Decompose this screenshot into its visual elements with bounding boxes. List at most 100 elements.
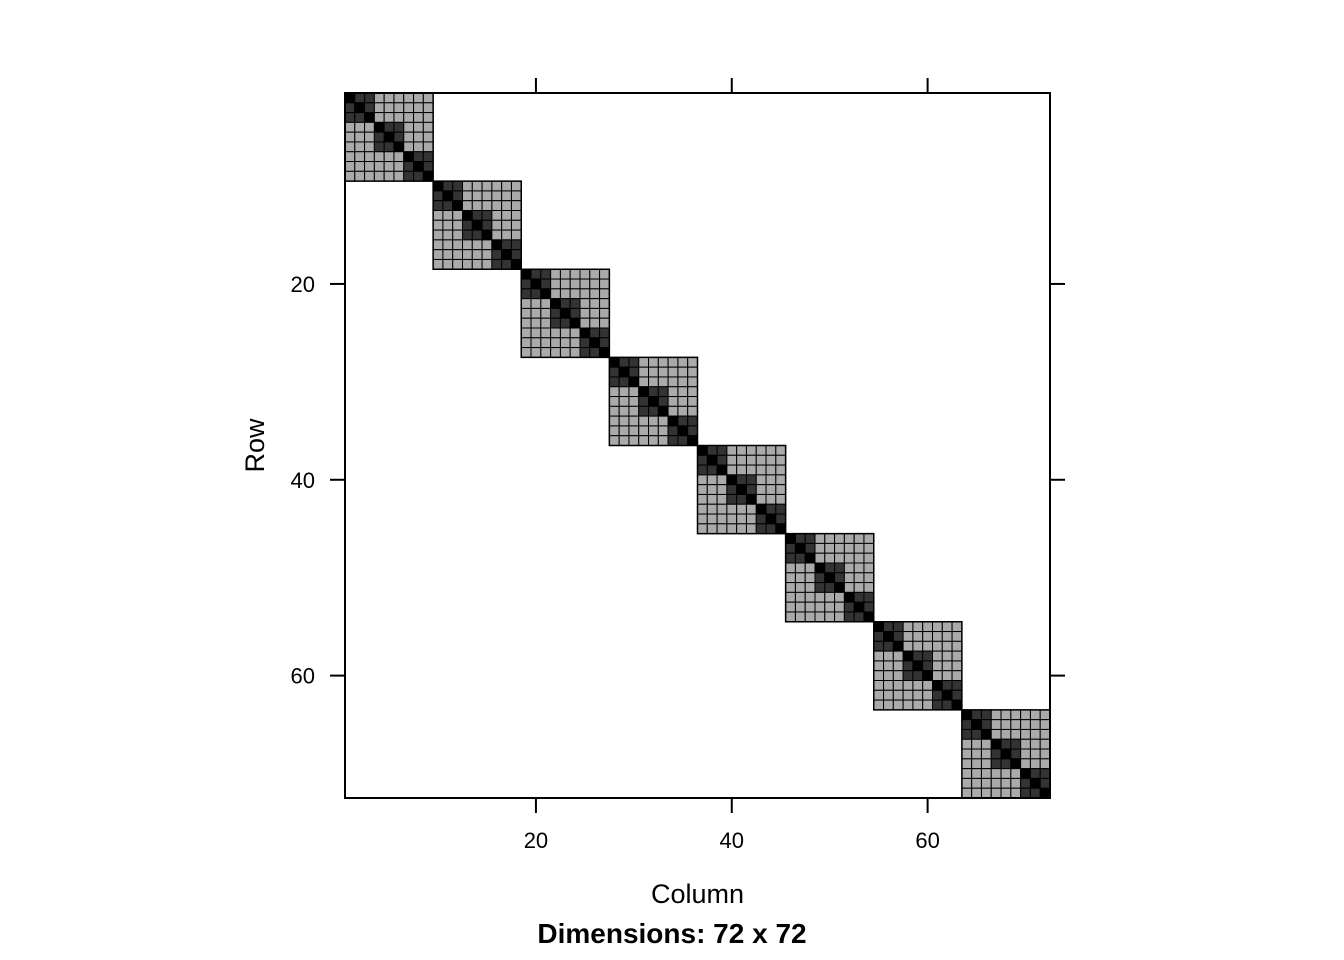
matrix-cell [990, 738, 1002, 750]
matrix-cell [530, 327, 542, 339]
matrix-cell [814, 611, 826, 623]
matrix-cell [491, 190, 503, 202]
matrix-cell [697, 464, 708, 476]
matrix-cell [853, 601, 865, 613]
x-tick-label: 20 [524, 828, 548, 853]
matrix-cell [980, 777, 992, 789]
matrix-cell [491, 258, 503, 270]
matrix-cell [510, 200, 522, 211]
matrix-cell [550, 278, 561, 290]
matrix-cell [971, 758, 982, 770]
matrix-cell [354, 92, 366, 104]
matrix-cell [716, 445, 728, 456]
matrix-cell [843, 533, 855, 544]
matrix-cell [471, 190, 483, 202]
matrix-cell [794, 533, 806, 544]
matrix-cell [716, 503, 728, 515]
matrix-cell [951, 621, 963, 633]
matrix-cell [589, 317, 601, 329]
matrix-cell [941, 660, 953, 672]
matrix-cell [432, 239, 444, 251]
matrix-cell [1029, 768, 1041, 779]
matrix-cell [648, 435, 659, 447]
matrix-cell [462, 239, 473, 251]
matrix-cell [589, 278, 601, 290]
matrix-cell [706, 523, 718, 535]
matrix-cell [980, 709, 992, 721]
matrix-cell [794, 552, 806, 564]
matrix-cell [520, 298, 532, 309]
matrix-cell [628, 425, 640, 437]
matrix-cell [892, 631, 904, 642]
matrix-cell [559, 327, 571, 339]
matrix-cell [1000, 787, 1012, 799]
matrix-cell [853, 582, 865, 593]
matrix-cell [628, 435, 640, 447]
matrix-cell [1039, 787, 1051, 799]
matrix-cell [442, 258, 454, 270]
matrix-cell [413, 131, 424, 143]
matrix-cell [687, 356, 699, 368]
matrix-cell [922, 689, 934, 701]
matrix-cell [618, 396, 630, 407]
matrix-cell [383, 92, 395, 104]
matrix-cell [520, 327, 532, 339]
matrix-cell [559, 337, 571, 349]
matrix-cell [510, 249, 522, 260]
matrix-cell [697, 474, 708, 486]
matrix-cell [932, 621, 943, 633]
matrix-cell [452, 249, 464, 260]
matrix-cell [1020, 768, 1031, 779]
matrix-cell [559, 298, 571, 309]
matrix-cell [628, 405, 640, 417]
matrix-cell [383, 141, 395, 153]
matrix-cell [579, 288, 591, 300]
matrix-cell [932, 680, 943, 691]
matrix-cell [569, 337, 581, 349]
matrix-cell [589, 268, 601, 280]
matrix-cell [422, 92, 434, 104]
matrix-cell [344, 161, 356, 172]
matrix-cell [364, 141, 375, 153]
matrix-cell [834, 611, 845, 623]
matrix-cell [814, 591, 826, 603]
matrix-cell [540, 307, 552, 319]
matrix-cell [971, 748, 982, 760]
y-tick-label: 40 [291, 468, 315, 493]
axis-ticks [330, 78, 1065, 813]
matrix-cell [804, 572, 816, 584]
matrix-cell [1000, 777, 1012, 789]
matrix-cell [775, 523, 787, 535]
matrix-cell [980, 768, 992, 779]
matrix-cell [677, 405, 689, 417]
matrix-cell [990, 709, 1002, 721]
matrix-cell [951, 670, 963, 682]
matrix-cell [559, 288, 571, 300]
matrix-cell [344, 131, 356, 143]
matrix-cell [501, 229, 512, 241]
matrix-cell [873, 689, 885, 701]
matrix-cell [980, 758, 992, 770]
matrix-cell [432, 249, 444, 260]
matrix-cell [501, 239, 512, 251]
x-tick-label: 40 [720, 828, 744, 853]
matrix-cell [892, 670, 904, 682]
matrix-cell [736, 454, 747, 466]
matrix-cell [794, 572, 806, 584]
matrix-cell [648, 366, 659, 378]
matrix-cell [403, 92, 415, 104]
matrix-cell [510, 210, 522, 221]
matrix-cell [980, 787, 992, 799]
matrix-cell [344, 170, 356, 182]
matrix-cell [736, 523, 747, 535]
matrix-cell [422, 141, 434, 153]
matrix-cell [1010, 748, 1022, 760]
matrix-cell [608, 356, 620, 368]
matrix-cell [442, 249, 454, 260]
matrix-cell [824, 533, 836, 544]
matrix-cell [618, 386, 630, 398]
matrix-cell [442, 219, 454, 231]
matrix-cell [892, 689, 904, 701]
matrix-cell [520, 268, 532, 280]
matrix-cell [481, 249, 493, 260]
